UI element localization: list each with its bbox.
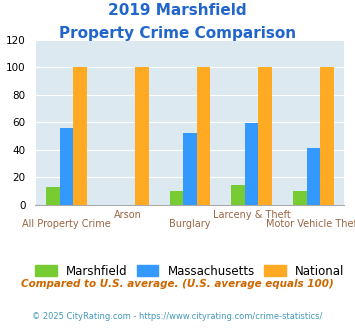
- Bar: [135, 67, 148, 205]
- Text: Burglary: Burglary: [169, 219, 211, 229]
- Text: © 2025 CityRating.com - https://www.cityrating.com/crime-statistics/: © 2025 CityRating.com - https://www.city…: [32, 312, 323, 321]
- Bar: [197, 67, 210, 205]
- Text: Arson: Arson: [114, 210, 142, 219]
- Bar: [60, 128, 73, 205]
- Bar: [183, 133, 197, 205]
- Legend: Marshfield, Massachusetts, National: Marshfield, Massachusetts, National: [31, 260, 349, 282]
- Bar: [293, 191, 307, 205]
- Bar: [46, 187, 60, 205]
- Text: Compared to U.S. average. (U.S. average equals 100): Compared to U.S. average. (U.S. average …: [21, 279, 334, 289]
- Text: Property Crime Comparison: Property Crime Comparison: [59, 26, 296, 41]
- Bar: [73, 67, 87, 205]
- Bar: [320, 67, 334, 205]
- Text: Motor Vehicle Theft: Motor Vehicle Theft: [266, 219, 355, 229]
- Bar: [258, 67, 272, 205]
- Bar: [170, 191, 183, 205]
- Bar: [231, 185, 245, 205]
- Bar: [245, 123, 258, 205]
- Text: All Property Crime: All Property Crime: [22, 219, 111, 229]
- Bar: [307, 148, 320, 205]
- Text: 2019 Marshfield: 2019 Marshfield: [108, 3, 247, 18]
- Text: Larceny & Theft: Larceny & Theft: [213, 210, 291, 219]
